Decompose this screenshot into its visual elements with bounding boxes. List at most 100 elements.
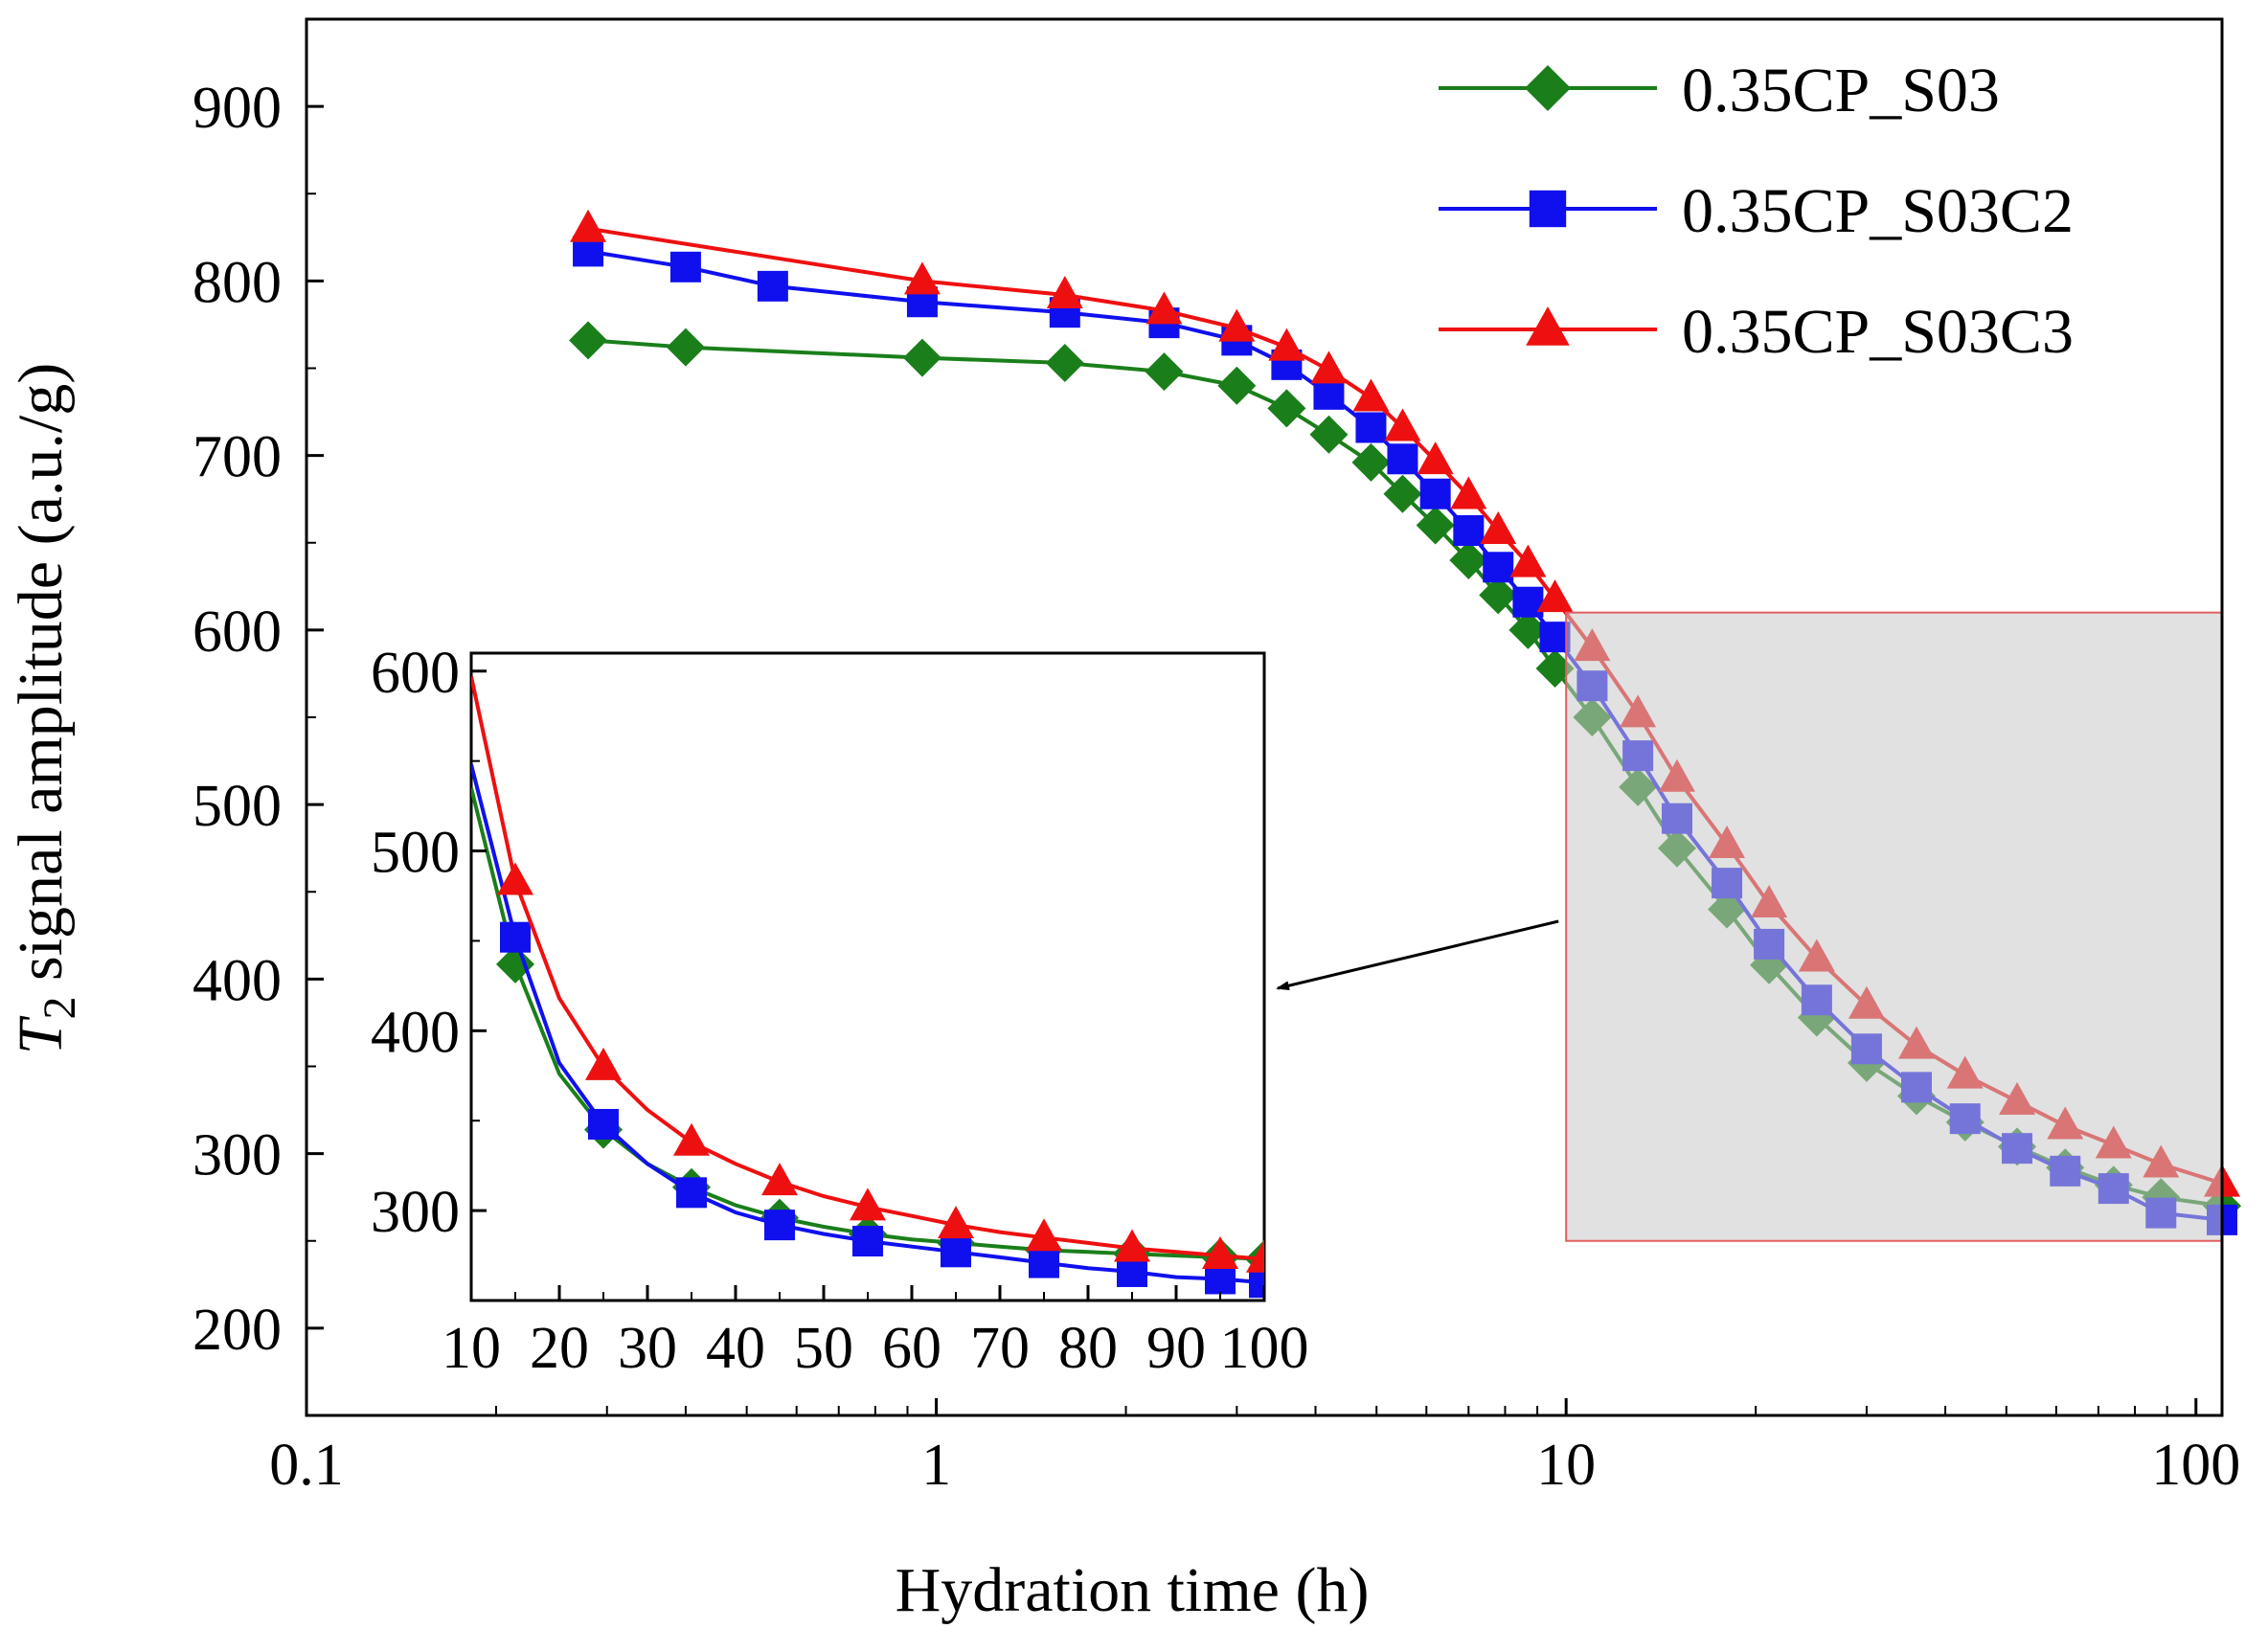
data-point [1355,412,1387,443]
data-point [1417,441,1454,475]
data-point [1419,478,1451,509]
inset-data-point [673,1122,710,1156]
y-tick-label: 400 [193,948,282,1013]
y-tick-label: 800 [193,250,282,315]
data-point [570,209,607,242]
x-tick-label: 1 [921,1433,951,1498]
x-tick-label: 100 [2151,1433,2240,1498]
data-point [1480,510,1517,544]
data-point [1045,344,1084,383]
y-tick-label: 300 [193,1123,282,1188]
inset-data-point [496,944,534,984]
legend-label: 0.35CP_S03C2 [1682,176,2074,246]
legend-marker [1525,65,1571,111]
inset-data-point [1026,1218,1062,1252]
data-point [1145,352,1184,392]
inset-data-point [938,1206,974,1239]
data-point [1387,443,1418,475]
data-point [1479,576,1518,615]
data-point [1267,389,1306,428]
data-point [1218,308,1256,342]
data-point [1512,586,1544,618]
y-tick-label: 200 [193,1298,282,1363]
y-tick-label: 700 [193,425,282,490]
inset-y-tick-label: 300 [371,1180,460,1245]
inset-series-0.35CP_S03C2 [471,763,1264,1299]
inset-x-tick-label: 80 [1058,1316,1118,1381]
inset-data-point [1246,1239,1264,1273]
y-axis-title-symbol: T [6,1015,76,1054]
legend: 0.35CP_S03 0.35CP_S03C2 0.35CP_S03C3 [1439,56,2074,367]
x-tick-label: 10 [1536,1433,1596,1498]
data-point [1046,275,1083,308]
inset-y-tick-label: 500 [371,821,460,886]
inset-x-tick-label: 100 [1220,1316,1309,1381]
legend-item-0.35CP_S03C2: 0.35CP_S03C2 [1439,176,2074,246]
legend-marker [1526,306,1570,346]
data-point [1310,351,1348,384]
legend-label: 0.35CP_S03C3 [1682,297,2074,367]
data-point [1450,476,1487,509]
inset-x-tick-label: 10 [442,1316,501,1381]
legend-marker [1529,190,1567,228]
inset-x-tick-label: 40 [706,1316,765,1381]
data-point [666,328,705,367]
inset-y-tick-label: 600 [371,641,460,706]
y-axis-title-subscript: 2 [34,996,85,1019]
inset-series-0.35CP_S03C3 [471,675,1264,1273]
data-point [1383,474,1422,513]
inset-x-tick-label: 60 [882,1316,941,1381]
inset-data-point [761,1163,798,1196]
inset-data-point [588,1108,619,1140]
inset-x-tick-label: 90 [1146,1316,1206,1381]
data-point [669,251,701,283]
data-point [1352,378,1390,412]
y-tick-label: 900 [193,76,282,141]
inset-data-point [1202,1236,1238,1270]
data-point [569,321,608,360]
inset-data-point [500,921,531,953]
data-point [1384,408,1421,441]
data-point [1536,579,1574,613]
data-point [1453,514,1485,546]
y-tick-label: 500 [193,774,282,839]
zoom-arrow [1276,919,1559,991]
y-axis-title-text: signal amplitude (a.u./g) [6,363,76,997]
inset-data-point [941,1236,971,1268]
x-axis-title: Hydration time (h) [896,1555,1370,1625]
inset-x-tick-label: 50 [794,1316,853,1381]
inset-data-point [1029,1247,1059,1278]
x-tick-label: 0.1 [269,1433,344,1498]
inset-data-point [1114,1229,1150,1262]
data-point [1268,328,1305,361]
data-point [1509,544,1547,577]
data-point [902,338,941,377]
data-point [1416,506,1455,545]
inset-x-tick-label: 20 [530,1316,589,1381]
data-point [1351,442,1391,482]
data-point [1217,366,1257,405]
inset-series-layer [471,675,1264,1299]
zoom-region-box [1565,611,2224,1242]
inset-data-point [676,1177,707,1209]
inset-chart: 10 20 30 40 50 60 70 80 90 100 300 400 500 600 [371,641,1309,1381]
data-point [1483,552,1514,583]
inset-x-tick-label: 70 [970,1316,1030,1381]
legend-item-0.35CP_S03C3: 0.35CP_S03C3 [1439,297,2074,367]
inset-data-point [585,1047,622,1080]
inset-x-tick-label: 30 [618,1316,677,1381]
inset-data-point [1249,1267,1264,1299]
data-point [1313,378,1345,410]
legend-item-0.35CP_S03: 0.35CP_S03 [1439,56,2000,125]
y-axis-title: T2 signal amplitude (a.u./g) [6,363,85,1054]
data-point [903,261,941,295]
data-point [1535,648,1575,688]
legend-label: 0.35CP_S03 [1682,56,2000,125]
data-point [1145,291,1183,325]
main-axes: 0.1 1 10 100 200 300 400 500 600 700 800 900 [193,17,2240,1498]
inset-data-point [497,862,533,895]
y-tick-label: 600 [193,599,282,665]
inset-data-point [852,1226,883,1257]
inset-data-point [850,1187,886,1221]
